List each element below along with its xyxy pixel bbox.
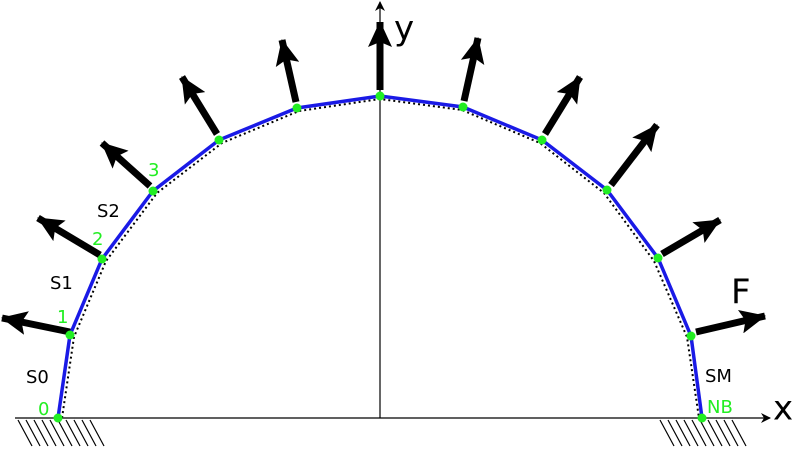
segment-label: S0 <box>26 367 49 388</box>
support-right <box>659 419 747 447</box>
node-label: 1 <box>57 307 68 328</box>
node-label: 3 <box>148 160 159 181</box>
force-arrows <box>1 21 766 336</box>
node-label: 2 <box>92 229 103 250</box>
segment-label: SM <box>705 366 732 387</box>
x-axis-label: x <box>773 389 793 429</box>
y-axis-label: y <box>394 9 414 49</box>
node-label: 0 <box>38 399 49 420</box>
nodes <box>53 91 707 423</box>
node-label: NB <box>707 397 733 418</box>
force-label: F <box>731 273 751 313</box>
segment-label: S1 <box>50 273 73 294</box>
segment-label: S2 <box>97 201 120 222</box>
support-left <box>17 419 105 447</box>
